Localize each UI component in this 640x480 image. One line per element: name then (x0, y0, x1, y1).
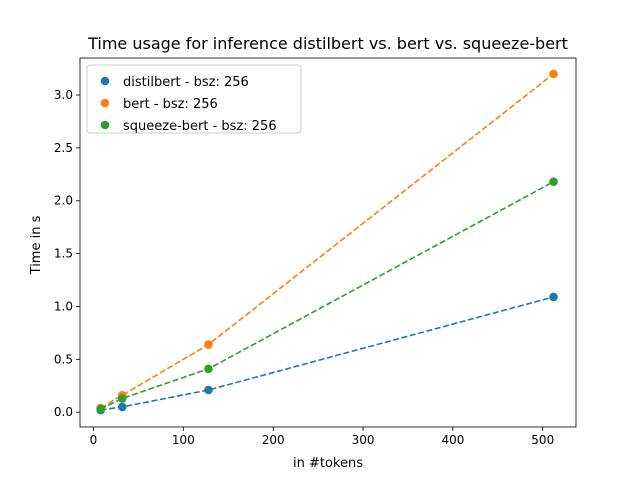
data-point (96, 404, 105, 414)
data-point (549, 69, 558, 79)
axes-frame (79, 57, 577, 428)
y-tick-label: 2.5 (54, 141, 73, 155)
x-tick-label: 300 (352, 433, 375, 447)
legend-label: bert - bsz: 256 (123, 97, 218, 112)
x-tick-label: 500 (531, 433, 554, 447)
plot-area: 0 100 200 300 400 500 0.0 0.5 1.0 1.5 2.0 2.5 3.0 dis… (54, 57, 577, 447)
legend-marker (100, 76, 110, 86)
data-point (117, 394, 127, 403)
x-tick-label: 400 (441, 433, 464, 447)
legend-marker (100, 120, 110, 130)
chart-title: Time usage for inference distilbert vs. … (87, 34, 568, 53)
y-tick-label: 3.0 (54, 88, 73, 102)
y-tick-label: 2.0 (54, 194, 73, 208)
legend-marker (100, 98, 110, 108)
series-line-1 (100, 73, 555, 409)
data-point (117, 402, 127, 412)
y-tick-label: 0.5 (54, 352, 73, 366)
series-line-2 (100, 180, 554, 410)
x-axis-label: in #tokens (293, 456, 363, 471)
x-tick-label: 200 (262, 433, 285, 447)
data-point (204, 364, 213, 374)
data-point (204, 385, 213, 395)
y-tick-label: 1.0 (54, 299, 73, 313)
y-tick-label: 0.0 (54, 405, 73, 419)
x-tick-label: 0 (90, 433, 98, 447)
series-line-0 (100, 296, 554, 411)
y-axis-label: Time in s (29, 215, 44, 275)
x-tick-label: 100 (172, 433, 195, 447)
legend (86, 64, 302, 134)
legend-label: distilbert - bsz: 256 (123, 75, 249, 90)
y-tick-label: 1.5 (54, 247, 73, 261)
data-point (549, 292, 558, 302)
legend-label: squeeze-bert - bsz: 256 (123, 119, 277, 134)
data-point (204, 340, 213, 349)
data-point (549, 177, 558, 187)
